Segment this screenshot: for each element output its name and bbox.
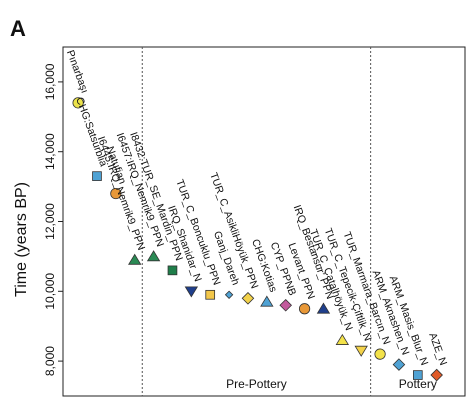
data-point	[128, 253, 142, 265]
y-tick-label: 14,000	[43, 133, 57, 170]
data-point	[224, 290, 234, 299]
data-point	[335, 333, 350, 345]
data-point	[430, 368, 443, 382]
point-label: Pınarbaşı	[64, 49, 91, 95]
data-marks: PınarbaşıCHG:SatsurbliaNatufianI6445:IRQ…	[64, 49, 449, 382]
y-tick-label: 10,000	[43, 273, 57, 310]
axes: 8,000 10,000 12,000 14,000 16,000 Time (years…	[13, 46, 466, 397]
data-point	[279, 298, 292, 312]
y-tick-label: 16,000	[43, 63, 57, 100]
data-point	[316, 302, 331, 314]
period-label: Pre-Pottery	[226, 377, 287, 391]
data-point	[92, 171, 102, 181]
y-tick-label: 8,000	[43, 346, 57, 376]
period-label: Pottery	[399, 377, 437, 391]
data-point	[392, 358, 406, 371]
data-point	[354, 345, 368, 357]
data-point	[72, 97, 84, 109]
y-axis-label: Time (years BP)	[13, 182, 30, 297]
data-point	[374, 348, 386, 360]
data-point	[110, 187, 122, 200]
data-point	[298, 303, 311, 315]
data-point	[241, 291, 255, 305]
panel-label: A	[10, 16, 26, 41]
y-tick-label: 12,000	[43, 203, 57, 240]
data-point	[205, 289, 216, 300]
data-point	[260, 295, 274, 307]
data-point	[167, 265, 178, 276]
data-point	[184, 286, 199, 298]
data-point	[412, 370, 423, 380]
data-point	[146, 250, 161, 262]
